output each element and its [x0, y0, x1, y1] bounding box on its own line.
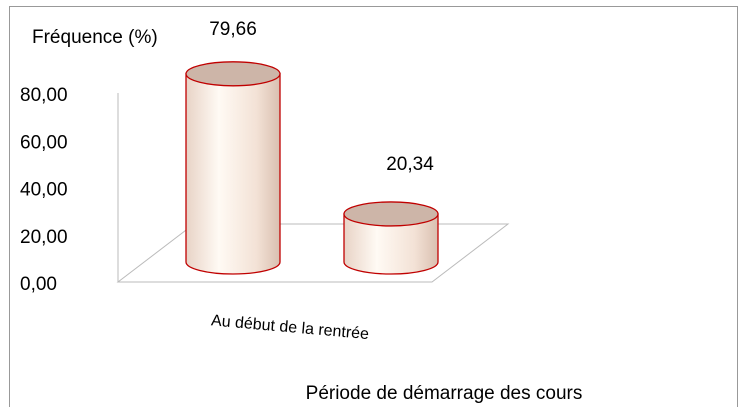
x-tick-label: Au début de la rentrée	[210, 312, 369, 343]
y-axis-title: Fréquence (%)	[32, 27, 158, 48]
x-axis-title: Période de démarrage des cours	[306, 383, 583, 404]
y-tick-label: 0,00	[20, 274, 57, 295]
y-tick-label: 60,00	[20, 132, 68, 153]
y-tick-label: 40,00	[20, 180, 68, 201]
value-label: 79,66	[209, 19, 257, 40]
floor	[116, 223, 510, 283]
y-tick-label: 80,00	[20, 85, 68, 106]
cylinder-body	[343, 213, 439, 275]
y-tick-label: 20,00	[20, 227, 68, 248]
value-label: 20,34	[386, 154, 434, 175]
cylinder-top	[185, 61, 281, 87]
cylinder-body	[185, 73, 281, 275]
frame	[9, 6, 738, 407]
cylinder-top	[343, 201, 439, 227]
